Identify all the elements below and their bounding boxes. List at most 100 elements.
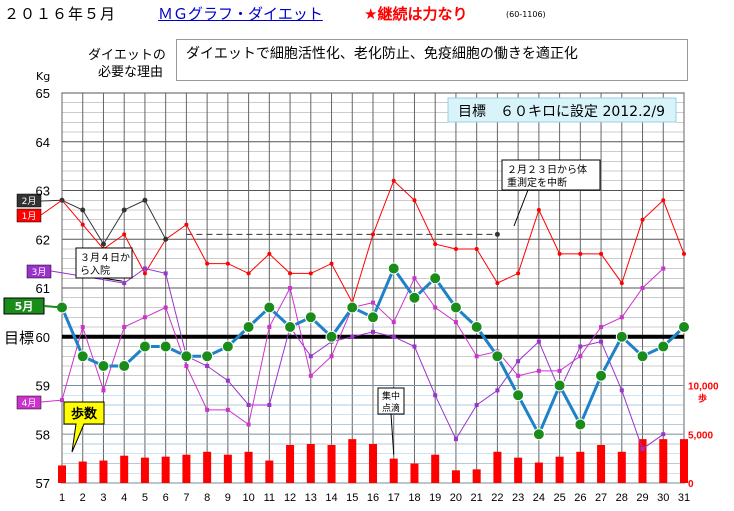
steps-bar — [58, 465, 66, 483]
feb-point — [163, 237, 168, 242]
series-point — [537, 369, 541, 373]
tag-mar-text: 3月 — [32, 267, 47, 278]
jan-point — [495, 281, 499, 285]
feb-point — [495, 232, 500, 237]
jan-point — [682, 252, 686, 256]
series-point — [164, 271, 168, 275]
series-point — [392, 320, 396, 324]
series-point — [558, 369, 562, 373]
may-point — [326, 331, 337, 342]
series-point — [578, 345, 582, 349]
x-tick-label: 2 — [80, 492, 86, 504]
jan-point — [226, 262, 230, 266]
may-point — [98, 361, 109, 372]
series-point — [516, 374, 520, 378]
steps-tick-label: 5,000 — [688, 430, 713, 441]
series-point — [661, 432, 665, 436]
tag-apr-text: 4月 — [22, 398, 37, 409]
series-point — [164, 306, 168, 310]
series-point — [641, 447, 645, 451]
steps-bar — [597, 445, 605, 483]
x-tick-label: 19 — [429, 492, 441, 504]
jan-point — [184, 223, 188, 227]
steps-bar — [286, 445, 294, 483]
y-tick-label: 64 — [36, 135, 50, 150]
series-point — [309, 374, 313, 378]
series-point — [350, 335, 354, 339]
series-point — [412, 276, 416, 280]
may-point — [347, 302, 358, 313]
jan-point — [475, 247, 479, 251]
hospital-text-2: ら入院 — [80, 264, 110, 277]
x-tick-label: 18 — [408, 492, 420, 504]
jan-point — [412, 198, 416, 202]
steps-bar — [639, 439, 647, 483]
jan-point — [433, 242, 437, 246]
x-tick-label: 25 — [553, 492, 565, 504]
may-point — [637, 351, 648, 362]
steps-bar — [99, 461, 107, 483]
x-tick-label: 29 — [636, 492, 648, 504]
series-point — [433, 306, 437, 310]
x-tick-label: 4 — [121, 492, 127, 504]
may-point — [388, 263, 399, 274]
series-point — [247, 403, 251, 407]
y-tick-label: 57 — [36, 476, 50, 491]
axis-labels: 6564636261605958571234567891011121314151… — [4, 86, 719, 504]
series-point — [661, 267, 665, 271]
may-point — [616, 331, 627, 342]
jan-point — [599, 252, 603, 256]
x-tick-label: 14 — [325, 492, 337, 504]
y-tick-label: 65 — [36, 86, 50, 101]
may-point — [202, 351, 213, 362]
series-point — [184, 364, 188, 368]
may-point — [575, 419, 586, 430]
y-tick-label: 62 — [36, 232, 50, 247]
steps-tick-label: 10,000 — [688, 382, 719, 393]
jan-point — [309, 271, 313, 275]
x-tick-label: 28 — [616, 492, 628, 504]
steps-bar — [452, 470, 460, 483]
x-tick-label: 27 — [595, 492, 607, 504]
steps-bar — [369, 444, 377, 483]
x-tick-label: 21 — [471, 492, 483, 504]
series-point — [226, 408, 230, 412]
page-title-link[interactable]: ＭＧグラフ・ダイエット — [158, 3, 323, 24]
may-point — [492, 351, 503, 362]
feb-point — [122, 208, 127, 213]
series-point — [392, 335, 396, 339]
jan-point — [578, 252, 582, 256]
steps-bar — [79, 462, 87, 483]
x-tick-label: 12 — [284, 492, 296, 504]
series-point — [454, 320, 458, 324]
jan-point — [81, 223, 85, 227]
series-point — [475, 403, 479, 407]
series-point — [247, 423, 251, 427]
jan-point — [143, 271, 147, 275]
chart-grid — [62, 93, 684, 483]
may-point — [658, 341, 669, 352]
series-point — [454, 437, 458, 441]
series-point — [495, 388, 499, 392]
may-point — [160, 341, 171, 352]
drip-text-1: 集中 — [382, 390, 400, 402]
steps-bar — [224, 455, 232, 483]
x-tick-label: 7 — [183, 492, 189, 504]
may-point — [368, 312, 379, 323]
jan-point — [537, 208, 541, 212]
steps-bar — [265, 461, 273, 483]
steps-bar — [431, 455, 439, 483]
steps-bar — [390, 459, 398, 483]
may-point — [285, 322, 296, 333]
reason-text: ダイエットで細胞活性化、老化防止、免疫細胞の働きを適正化 — [186, 43, 578, 63]
x-tick-label: 10 — [242, 492, 254, 504]
jan-point — [558, 252, 562, 256]
page-date: ２０１６年５月 — [4, 3, 116, 24]
drip-text-2: 点滴 — [382, 402, 400, 414]
steps-bars — [58, 439, 688, 483]
may-point — [596, 370, 607, 381]
may-point — [264, 302, 275, 313]
stopped-text-2: 重測定を中断 — [507, 176, 567, 189]
may-point — [533, 429, 544, 440]
steps-bar — [680, 439, 688, 483]
